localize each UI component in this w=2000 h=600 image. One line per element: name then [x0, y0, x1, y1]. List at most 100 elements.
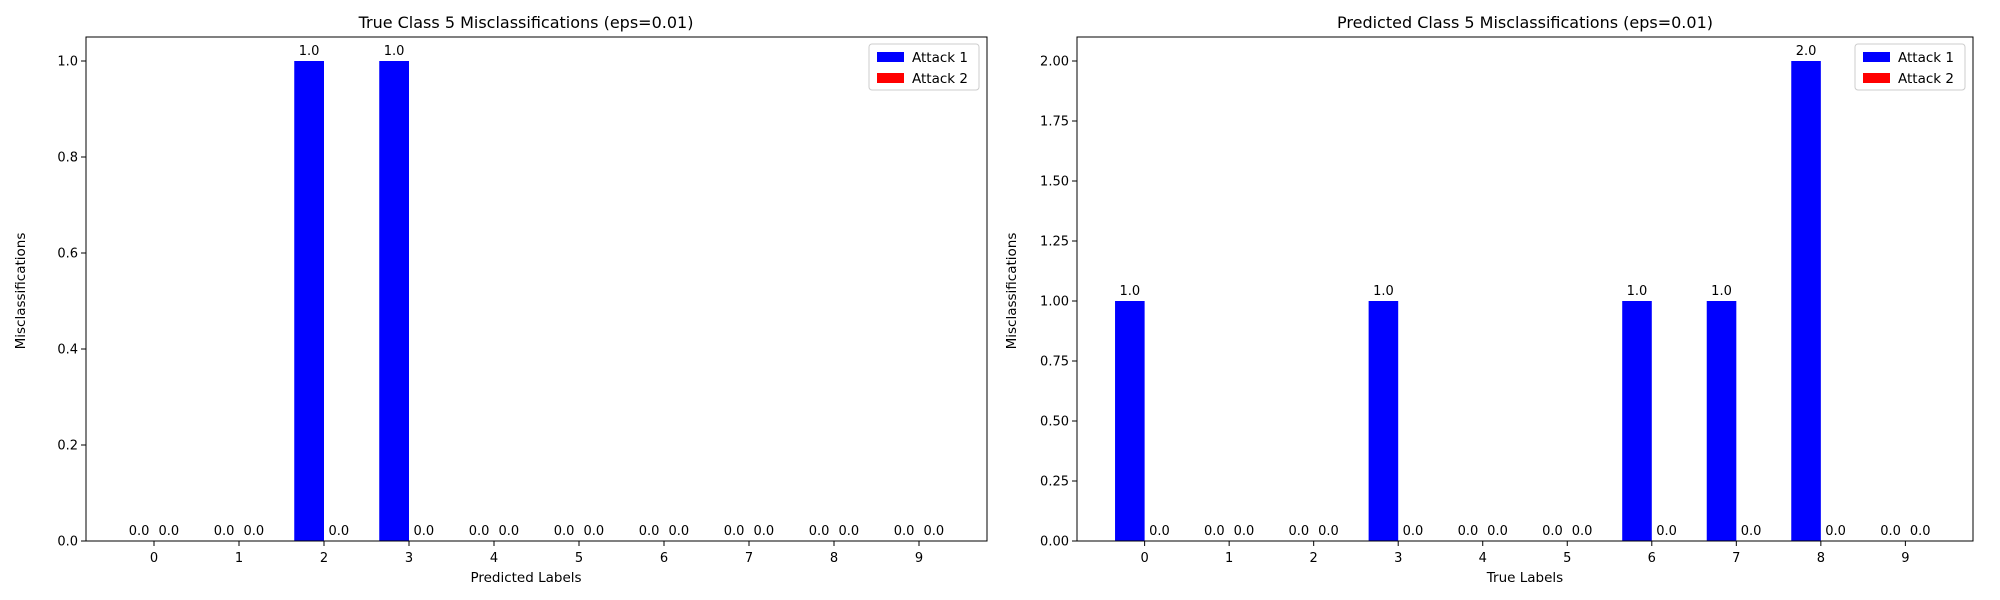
data-label: 0.0 — [244, 524, 265, 539]
chart-true-class-5: True Class 5 Misclassifications (eps=0.0… — [13, 13, 988, 586]
x-tick-label: 3 — [1394, 551, 1402, 566]
x-axis-label: Predicted Labels — [470, 570, 581, 586]
x-tick-label: 1 — [1225, 551, 1233, 566]
data-label: 0.0 — [809, 524, 830, 539]
x-tick-label: 7 — [745, 551, 753, 566]
x-tick-label: 5 — [575, 551, 583, 566]
legend-label: Attack 2 — [912, 71, 968, 87]
y-tick-label: 1.50 — [1040, 175, 1069, 190]
x-tick-label: 5 — [1563, 551, 1571, 566]
axes-frame — [85, 36, 988, 542]
data-label: 0.0 — [839, 524, 860, 539]
legend-swatch-attack-1 — [1863, 52, 1890, 62]
y-tick-label: 0.6 — [57, 247, 78, 262]
legend-label: Attack 1 — [1898, 50, 1954, 66]
data-label: 0.0 — [1542, 524, 1563, 539]
bar-attack-1-6 — [1622, 301, 1652, 541]
data-label: 0.0 — [159, 524, 180, 539]
data-label: 0.0 — [1656, 524, 1677, 539]
y-tick-label: 1.00 — [1040, 295, 1069, 310]
data-label: 0.0 — [214, 524, 235, 539]
data-label: 0.0 — [754, 524, 775, 539]
x-tick-label: 2 — [320, 551, 328, 566]
data-label: 1.0 — [1373, 284, 1394, 299]
data-label: 0.0 — [1880, 524, 1901, 539]
bar-attack-1-7 — [1706, 301, 1737, 541]
data-label: 0.0 — [924, 524, 945, 539]
legend-label: Attack 1 — [912, 50, 968, 66]
data-label: 0.0 — [584, 524, 605, 539]
data-label: 0.0 — [724, 524, 745, 539]
data-label: 0.0 — [129, 524, 150, 539]
x-tick-label: 2 — [1310, 551, 1318, 566]
x-tick-label: 0 — [150, 551, 158, 566]
data-label: 0.0 — [499, 524, 520, 539]
data-label: 1.0 — [299, 44, 320, 59]
y-tick-label: 2.00 — [1040, 55, 1069, 70]
plot-area: 0.0 0.01.0 1.00.0 0.0 0.0 0.0 0.0 0.00.0 0.0 0.0 0… — [57, 36, 988, 566]
y-tick-label: 0.00 — [1040, 535, 1069, 550]
y-tick-label: 1.0 — [57, 55, 78, 70]
data-label: 0.0 — [1289, 524, 1310, 539]
data-label: 0.0 — [554, 524, 575, 539]
y-tick-label: 0.25 — [1040, 475, 1069, 490]
legend-swatch-attack-1 — [877, 52, 904, 62]
chart-title: True Class 5 Misclassifications (eps=0.0… — [358, 13, 694, 32]
legend-label: Attack 2 — [1898, 71, 1954, 87]
x-tick-label: 6 — [1648, 551, 1656, 566]
y-tick-label: 0.4 — [57, 343, 78, 358]
x-tick-label: 8 — [830, 551, 838, 566]
x-tick-label: 6 — [660, 551, 668, 566]
x-tick-label: 4 — [490, 551, 498, 566]
y-tick-label: 0.0 — [57, 535, 78, 550]
bar-attack-1-8 — [1791, 61, 1821, 541]
data-label: 0.0 — [1403, 524, 1424, 539]
y-axis-label: Misclassifications — [1004, 233, 1020, 350]
data-label: 0.0 — [1204, 524, 1225, 539]
axes-frame — [1076, 36, 1974, 542]
data-label: 0.0 — [414, 524, 435, 539]
x-tick-label: 8 — [1817, 551, 1825, 566]
data-label: 0.0 — [1487, 524, 1508, 539]
data-label: 2.0 — [1796, 44, 1817, 59]
data-label: 0.0 — [1825, 524, 1846, 539]
data-label: 1.0 — [1627, 284, 1648, 299]
data-label: 1.0 — [384, 44, 405, 59]
data-label: 0.0 — [329, 524, 350, 539]
y-tick-label: 1.25 — [1040, 235, 1069, 250]
chart-title: Predicted Class 5 Misclassifications (ep… — [1337, 13, 1713, 32]
bar-attack-1-2 — [294, 61, 324, 541]
chart-predicted-class-5: Predicted Class 5 Misclassifications (ep… — [1004, 13, 1974, 586]
data-label: 1.0 — [1711, 284, 1732, 299]
y-tick-label: 1.75 — [1040, 115, 1069, 130]
data-label: 0.0 — [669, 524, 690, 539]
legend-swatch-attack-2 — [1863, 73, 1890, 83]
x-tick-label: 3 — [405, 551, 413, 566]
x-tick-label: 1 — [235, 551, 243, 566]
bar-attack-1-3 — [379, 61, 409, 541]
x-tick-label: 7 — [1732, 551, 1740, 566]
data-label: 1.0 — [1119, 284, 1140, 299]
data-label: 0.0 — [639, 524, 660, 539]
x-tick-label: 9 — [1901, 551, 1909, 566]
data-label: 0.0 — [1234, 524, 1255, 539]
data-label: 0.0 — [1572, 524, 1593, 539]
data-label: 0.0 — [894, 524, 915, 539]
x-axis-label: True Labels — [1486, 570, 1563, 586]
data-label: 0.0 — [1910, 524, 1931, 539]
y-tick-label: 0.8 — [57, 151, 78, 166]
data-label: 0.0 — [1149, 524, 1170, 539]
x-tick-label: 9 — [915, 551, 923, 566]
y-axis-label: Misclassifications — [13, 233, 29, 350]
y-tick-label: 0.2 — [57, 439, 78, 454]
data-label: 0.0 — [1458, 524, 1479, 539]
y-tick-label: 0.75 — [1040, 355, 1069, 370]
x-tick-label: 4 — [1479, 551, 1487, 566]
data-label: 0.0 — [1741, 524, 1762, 539]
plot-area: 1.00.0 0.01.00.0 0.01.0 1.02.00.00.0 0.0 0.0 0… — [1040, 36, 1974, 566]
bar-attack-1-0 — [1115, 301, 1145, 541]
x-tick-label: 0 — [1140, 551, 1148, 566]
legend-swatch-attack-2 — [877, 73, 904, 83]
